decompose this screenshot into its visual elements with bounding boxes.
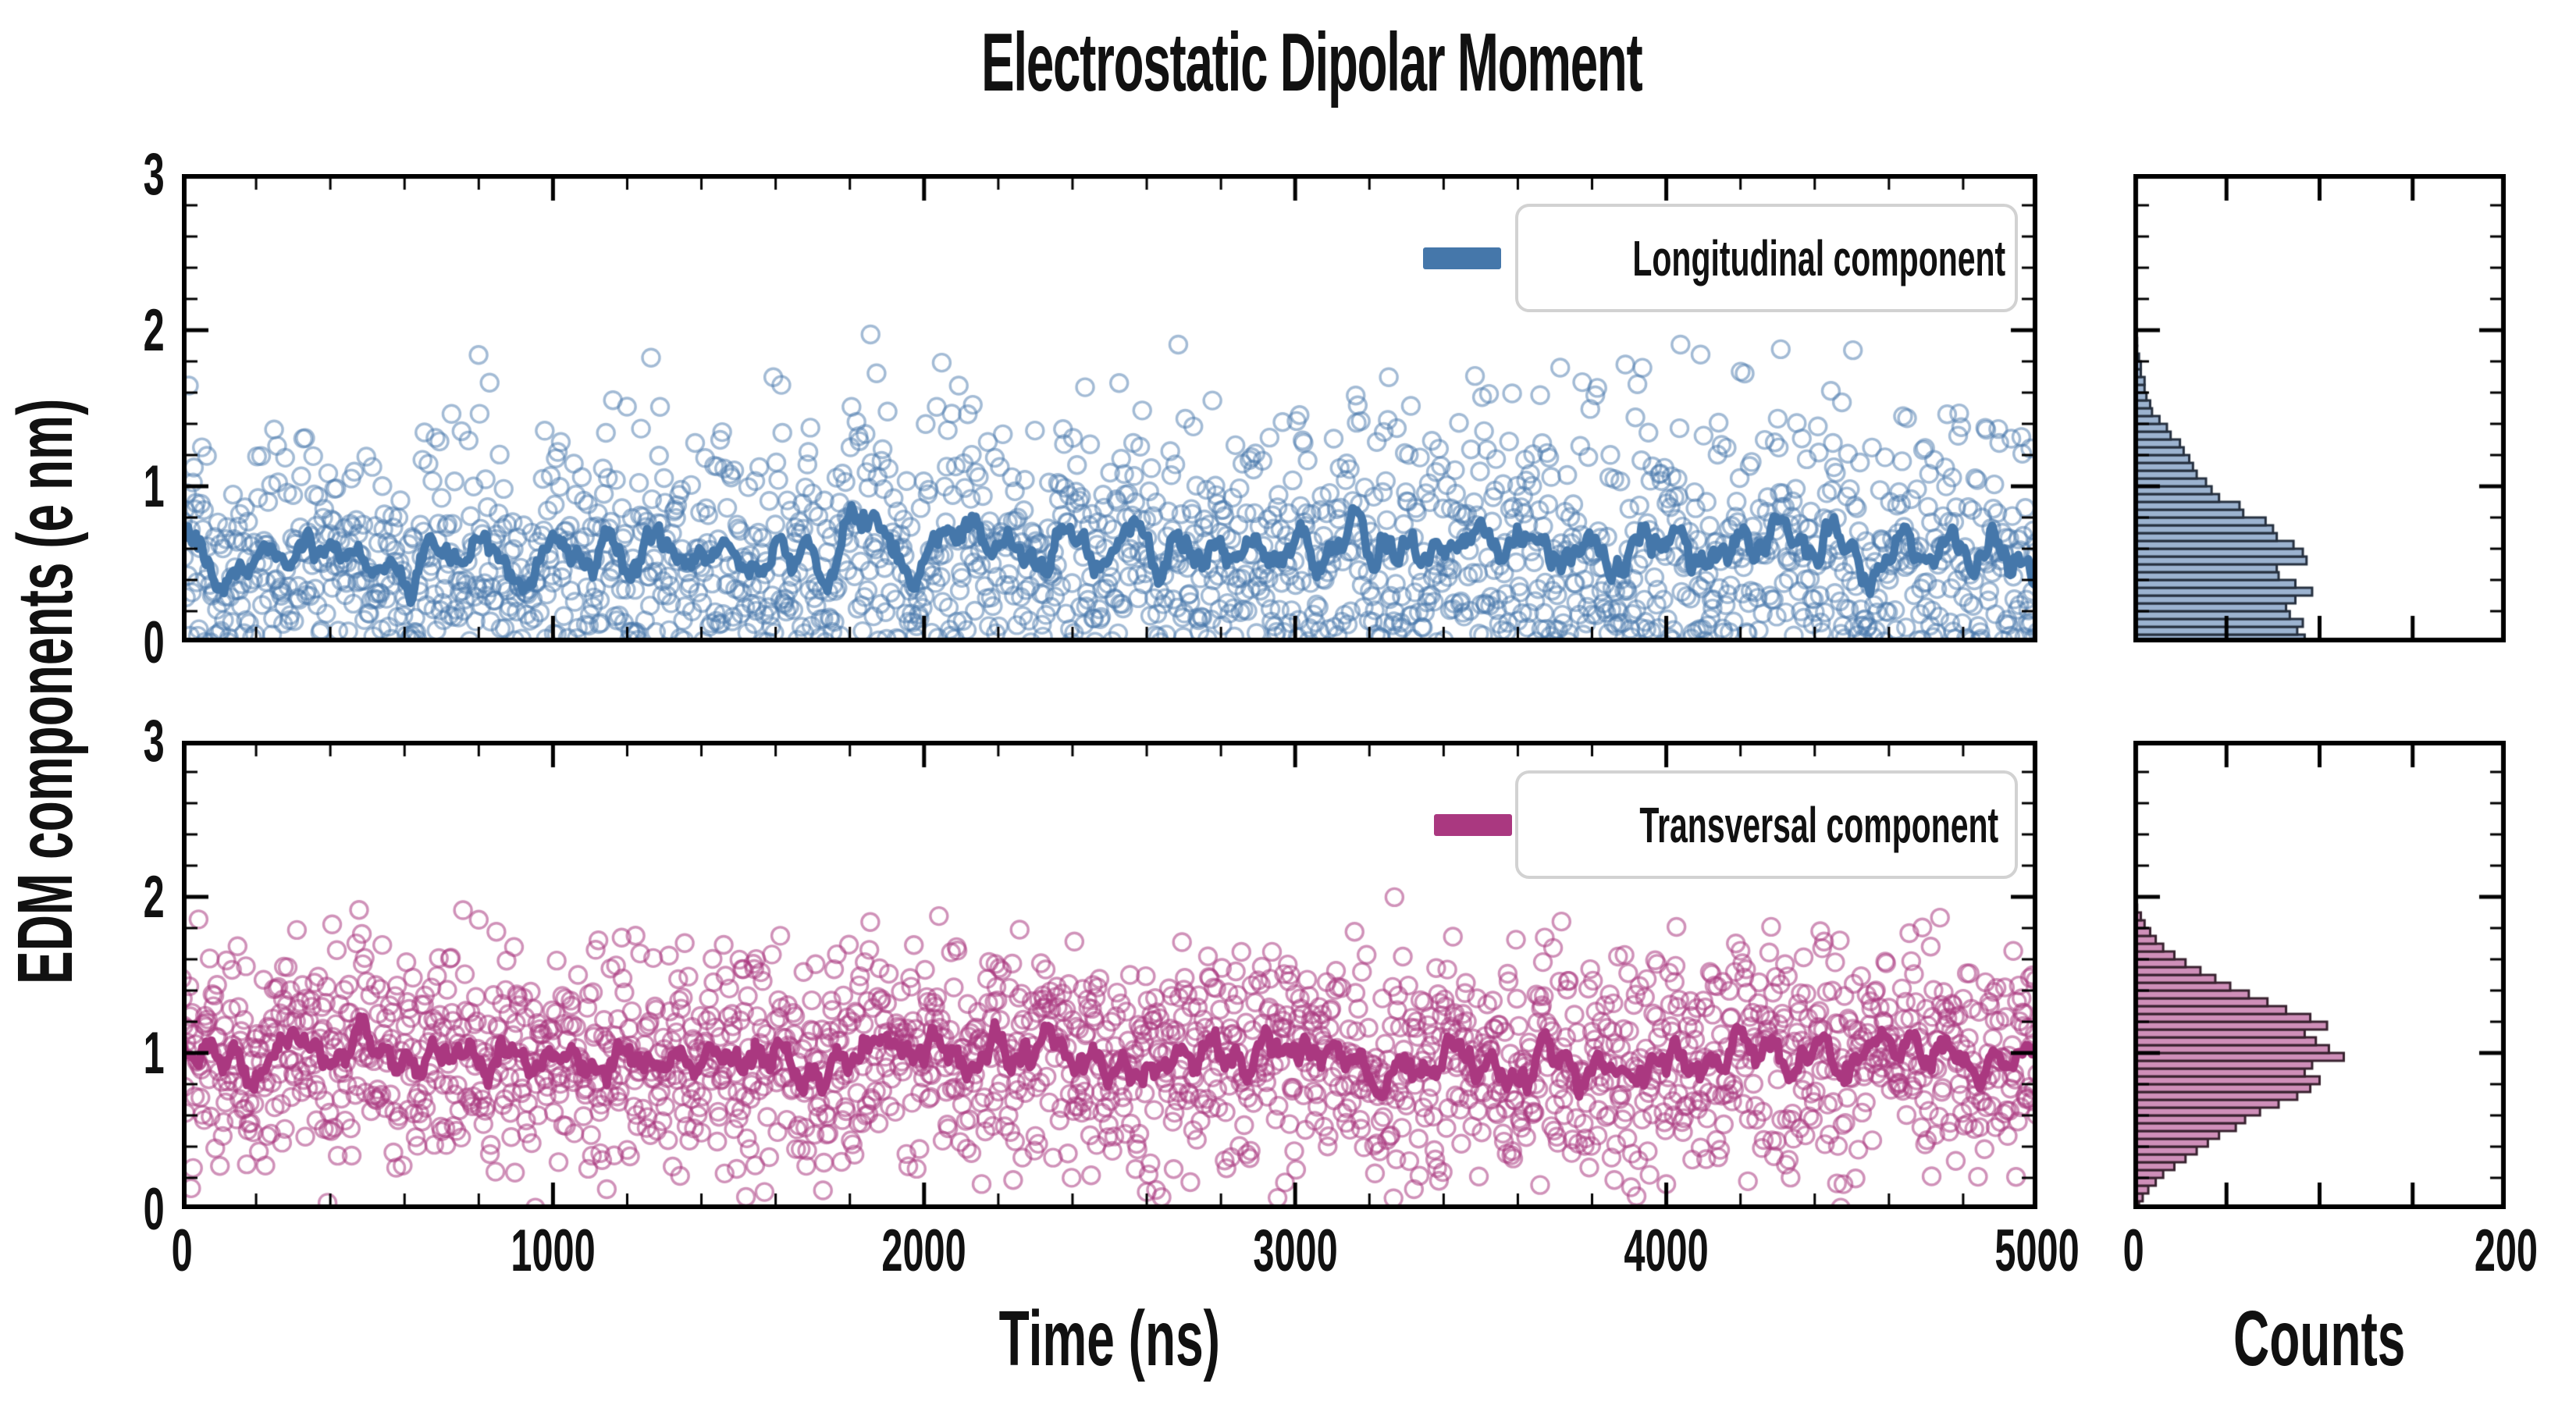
y-tick-label-text: 2 <box>143 297 165 364</box>
hist-x-tick-label: 0 <box>2048 1211 2219 1289</box>
hist-x-tick-label-text: 200 <box>2474 1217 2538 1284</box>
y-tick-label: 3 <box>68 702 240 780</box>
chart-title: Electrostatic Dipolar Moment <box>43 16 2576 110</box>
transversal-histogram <box>2133 741 2506 1209</box>
legend-transversal-label: Transversal component <box>1639 796 1998 853</box>
x-tick-label: 0 <box>96 1211 268 1289</box>
legend-longitudinal-label: Longitudinal component <box>1632 229 2005 286</box>
x-tick-label: 4000 <box>1581 1211 1752 1289</box>
x-tick-label-text: 5000 <box>1994 1217 2080 1284</box>
x-tick-label: 2000 <box>838 1211 1010 1289</box>
y-tick-label: 0 <box>68 1170 240 1248</box>
y-tick-label: 1 <box>68 1014 240 1092</box>
chart-title-text: Electrostatic Dipolar Moment <box>980 16 1643 108</box>
longitudinal-line-swatch <box>1422 247 1501 269</box>
legend-transversal: Transversal component <box>1433 770 2018 879</box>
x-axis-label-counts-text: Counts <box>2233 1294 2406 1382</box>
y-tick-label: 1 <box>68 447 240 525</box>
y-tick-label: 2 <box>68 291 240 369</box>
y-tick-label-text: 0 <box>143 609 165 676</box>
y-tick-label-text: 3 <box>143 707 165 774</box>
x-tick-label-text: 3000 <box>1253 1217 1338 1284</box>
y-tick-label-text: 3 <box>143 140 165 208</box>
x-tick-label: 3000 <box>1209 1211 1381 1289</box>
x-tick-label-text: 0 <box>171 1217 193 1284</box>
y-tick-label: 3 <box>68 135 240 213</box>
hist-x-tick-label-text: 0 <box>2122 1217 2144 1284</box>
y-tick-label: 2 <box>68 858 240 936</box>
x-tick-label-text: 4000 <box>1624 1217 1709 1284</box>
legend-longitudinal: Longitudinal component <box>1422 204 2018 312</box>
y-tick-label-text: 1 <box>143 1019 165 1087</box>
x-tick-label-text: 2000 <box>881 1217 966 1284</box>
transversal-line-swatch <box>1433 813 1512 836</box>
x-tick-label: 5000 <box>1952 1211 2123 1289</box>
y-tick-label: 0 <box>68 603 240 681</box>
longitudinal-histogram <box>2133 174 2506 642</box>
x-tick-label-text: 1000 <box>511 1217 596 1284</box>
x-axis-label-time-text: Time (ns) <box>998 1294 1220 1382</box>
x-axis-label-time: Time (ns) <box>641 1288 1578 1389</box>
y-tick-label-text: 0 <box>143 1176 165 1243</box>
hist-x-tick-label: 200 <box>2420 1211 2576 1289</box>
x-axis-label-counts: Counts <box>1851 1288 2576 1389</box>
x-tick-label: 1000 <box>467 1211 639 1289</box>
y-tick-label-text: 1 <box>143 453 165 520</box>
y-tick-label-text: 2 <box>143 863 165 930</box>
